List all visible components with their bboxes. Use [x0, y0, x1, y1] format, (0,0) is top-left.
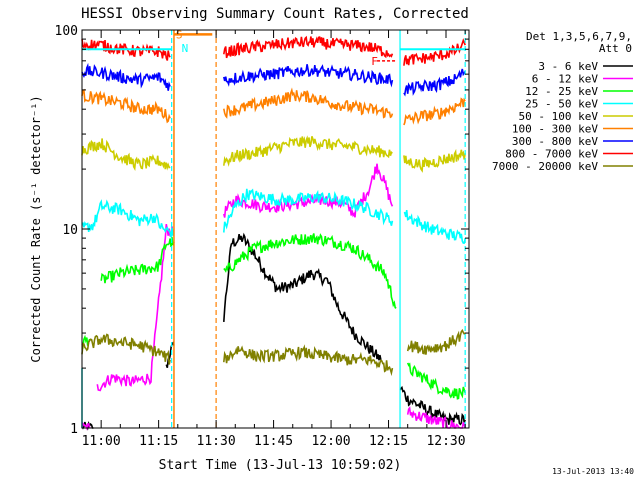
y-axis-label: Corrected Count Rate (s⁻¹ detector⁻¹)	[29, 95, 43, 362]
series-8-segment-2	[223, 35, 394, 59]
series-2-segment-1	[81, 422, 91, 431]
series-9-segment-3	[406, 328, 466, 355]
series-4	[81, 188, 466, 244]
x-tick-label-4: 11:45	[254, 434, 293, 449]
generated-timestamp: 13-Jul-2013 13:40	[552, 467, 634, 476]
annotation-2: N	[182, 42, 189, 55]
chart-title: HESSI Observing Summary Count Rates, Cor…	[81, 6, 469, 22]
series-2-segment-2	[96, 223, 175, 392]
series-5-segment-3	[403, 148, 466, 173]
annotation-3: F	[371, 55, 378, 68]
legend-label-2: 6 - 12 keV	[532, 73, 599, 86]
legend-label-7: 300 - 800 keV	[512, 135, 598, 148]
y-tick-label-3: 100	[55, 24, 78, 39]
series-5-segment-2	[223, 135, 393, 167]
legend-label-6: 100 - 300 keV	[512, 123, 598, 136]
x-tick-label-7: 12:30	[426, 434, 465, 449]
overlay-layer: SN F	[81, 28, 466, 428]
annotation-1: S	[176, 28, 183, 41]
y-tick-label-2: 10	[62, 223, 78, 238]
legend-header-line-1: Det 1,3,5,6,7,9,	[526, 30, 632, 43]
legend-label-9: 7000 - 20000 keV	[492, 160, 598, 173]
series-8-segment-1	[81, 39, 171, 61]
series-4-segment-1	[81, 199, 175, 238]
y-axis: 1 10 100	[55, 24, 469, 437]
x-tick-label-1: 11:00	[82, 434, 121, 449]
series-6-segment-1	[81, 88, 171, 124]
series-3	[81, 233, 466, 400]
series-5	[81, 135, 466, 173]
x-tick-label-3: 11:30	[197, 434, 236, 449]
series-3-segment-2	[100, 237, 175, 284]
x-axis-label: Start Time (13-Jul-13 10:59:02)	[159, 458, 402, 473]
series-9-segment-1	[81, 333, 171, 365]
series-8	[81, 35, 466, 66]
y-tick-label-1: 1	[70, 422, 78, 437]
series-6-segment-2	[223, 87, 394, 119]
series-2	[81, 163, 466, 431]
series-2-segment-3	[223, 163, 394, 218]
legend-header-line-2: Att 0	[599, 42, 632, 55]
series-6	[81, 87, 466, 126]
series-9	[81, 328, 466, 377]
series-1-segment-3	[223, 232, 382, 361]
series-3-segment-3	[223, 233, 397, 309]
legend-label-8: 800 - 7000 keV	[505, 148, 598, 161]
series-9-segment-2	[223, 344, 394, 377]
legend-label-4: 25 - 50 keV	[525, 98, 598, 111]
legend-label-3: 12 - 25 keV	[525, 85, 598, 98]
series-1-segment-4	[399, 385, 466, 426]
series-layer	[81, 35, 466, 431]
series-4-segment-2	[223, 188, 394, 233]
series-7	[81, 62, 466, 97]
series-1	[81, 232, 466, 431]
series-1-segment-2	[165, 341, 175, 369]
series-7-segment-1	[81, 62, 171, 91]
series-6-segment-3	[403, 97, 466, 126]
series-4-segment-3	[403, 209, 466, 244]
series-7-segment-3	[403, 68, 466, 97]
x-tick-label-6: 12:15	[369, 434, 408, 449]
series-5-segment-1	[81, 138, 171, 171]
x-tick-label-2: 11:15	[139, 434, 178, 449]
series-3-segment-4	[406, 362, 466, 400]
legend-label-1: 3 - 6 keV	[538, 60, 598, 73]
series-8-segment-3	[403, 38, 466, 66]
x-tick-label-5: 12:00	[311, 434, 350, 449]
x-axis: 11:00 11:15 11:30 11:45 12:00 12:15 12:30	[81, 30, 466, 449]
series-7-segment-2	[223, 64, 394, 88]
legend-label-5: 50 - 100 keV	[519, 110, 599, 123]
